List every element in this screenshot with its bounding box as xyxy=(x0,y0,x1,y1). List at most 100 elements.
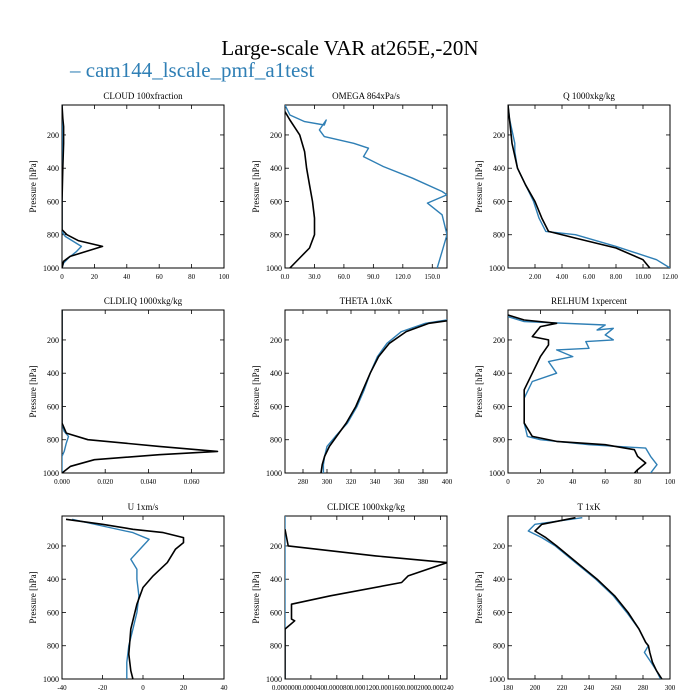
panel-1-ytick-label: 200 xyxy=(47,131,59,140)
panel-6-xtick-label: 0 xyxy=(506,478,510,486)
panel-7-ytick-label: 400 xyxy=(47,575,59,584)
panel-8-ytick-label: 1000 xyxy=(266,675,282,684)
panel-2-ylabel: Pressure [hPa] xyxy=(251,160,261,212)
panel-1-ytick-label: 1000 xyxy=(43,264,59,273)
panel-1-ytick-label: 400 xyxy=(47,164,59,173)
panel-7-ytick-label: 800 xyxy=(47,642,59,651)
panel-7-xtick-label: -20 xyxy=(98,684,108,692)
panel-2-ytick-label: 600 xyxy=(270,197,282,206)
panel-7-series-reference xyxy=(65,518,185,679)
panel-8-ylabel: Pressure [hPa] xyxy=(251,571,261,623)
panel-7-ylabel: Pressure [hPa] xyxy=(28,571,38,623)
panel-9-ytick-label: 600 xyxy=(493,608,505,617)
panel-5-xtick-label: 360 xyxy=(394,478,405,486)
panel-8-ytick-label: 600 xyxy=(270,608,282,617)
panel-5-ytick-label: 1000 xyxy=(266,469,282,478)
panel-1-xtick-label: 0 xyxy=(60,273,64,281)
panel-9-ytick-label: 800 xyxy=(493,642,505,651)
panel-9-ytick-label: 400 xyxy=(493,575,505,584)
panel-7-ytick-label: 1000 xyxy=(43,675,59,684)
panel-3-ytick-label: 400 xyxy=(493,164,505,173)
panel-3-ytick-label: 200 xyxy=(493,131,505,140)
panel-2-series-case xyxy=(285,105,447,268)
panel-2-xtick-label: 30.0 xyxy=(308,273,321,281)
panel-9-xtick-label: 220 xyxy=(557,684,568,692)
panel-1-title: CLOUD 100xfraction xyxy=(103,91,183,101)
panel-7-xtick-label: 40 xyxy=(221,684,229,692)
panel-6-ytick-label: 800 xyxy=(493,436,505,445)
panel-1-ytick-label: 600 xyxy=(47,197,59,206)
panel-2-ytick-label: 1000 xyxy=(266,264,282,273)
panel-3-series-case xyxy=(508,105,670,268)
panel-4-xtick-label: 0.040 xyxy=(141,478,157,486)
panel-5-title: THETA 1.0xK xyxy=(340,296,393,306)
panel-4-title: CLDLIQ 1000xkg/kg xyxy=(104,296,183,306)
panel-7-series-case xyxy=(71,518,150,679)
panel-2-xtick-label: 0.0 xyxy=(281,273,290,281)
panel-5-xtick-label: 400 xyxy=(442,478,453,486)
panel-8-frame xyxy=(284,515,448,680)
legend-entry-case: – cam144_lscale_pmf_a1test xyxy=(70,58,315,82)
panel-3-title: Q 1000xkg/kg xyxy=(563,91,615,101)
panel-2-xtick-label: 120.0 xyxy=(395,273,411,281)
panel-6-series-reference xyxy=(508,314,647,473)
panel-2-title: OMEGA 864xPa/s xyxy=(332,91,400,101)
panel-3-ytick-label: 1000 xyxy=(489,264,505,273)
panel-7-xtick-label: 0 xyxy=(141,684,145,692)
panel-6-ytick-label: 600 xyxy=(493,402,505,411)
panel-6-ytick-label: 200 xyxy=(493,336,505,345)
panel-3-xtick-label: 10.00 xyxy=(635,273,651,281)
panel-4-series-reference xyxy=(62,310,219,473)
panel-8-xtick-label: 0.000000 xyxy=(272,684,299,692)
panel-9-series-reference xyxy=(534,516,663,679)
panel-3-ytick-label: 800 xyxy=(493,231,505,240)
panel-3-series-reference xyxy=(508,105,651,268)
panel-1-xtick-label: 60 xyxy=(156,273,164,281)
panel-9-xtick-label: 240 xyxy=(584,684,595,692)
panel-6-xtick-label: 20 xyxy=(537,478,545,486)
panel-2-ytick-label: 200 xyxy=(270,131,282,140)
panel-6-frame xyxy=(507,309,671,474)
panel-9-xtick-label: 300 xyxy=(665,684,676,692)
panel-3-ylabel: Pressure [hPa] xyxy=(474,160,484,212)
panel-2-ytick-label: 400 xyxy=(270,164,282,173)
panel-4-ytick-label: 600 xyxy=(47,402,59,411)
panel-6-xtick-label: 100 xyxy=(665,478,676,486)
panel-8-xtick-label: 0.000160 xyxy=(376,684,403,692)
panel-3-frame xyxy=(507,104,671,269)
panel-1-series-case xyxy=(62,105,83,268)
panel-8-xtick-label: 0.000240 xyxy=(427,684,454,692)
panel-9-xtick-label: 200 xyxy=(530,684,541,692)
panel-2-xtick-label: 150.0 xyxy=(424,273,440,281)
panel-9-xtick-label: 260 xyxy=(611,684,622,692)
panel-6-xtick-label: 60 xyxy=(602,478,610,486)
panel-1-xtick-label: 20 xyxy=(91,273,99,281)
panel-9-ytick-label: 200 xyxy=(493,542,505,551)
panel-6-xtick-label: 80 xyxy=(634,478,642,486)
panel-5-frame xyxy=(284,309,448,474)
figure-title: Large-scale VAR at265E,-20N xyxy=(221,36,479,60)
panel-7-ytick-label: 200 xyxy=(47,542,59,551)
panel-2-series-reference xyxy=(285,111,316,268)
panel-1-xtick-label: 40 xyxy=(123,273,131,281)
panel-6-ytick-label: 1000 xyxy=(489,469,505,478)
panel-3-ytick-label: 600 xyxy=(493,197,505,206)
panel-5-ytick-label: 400 xyxy=(270,369,282,378)
panel-8-xtick-label: 0.000200 xyxy=(401,684,428,692)
panel-7-frame xyxy=(61,515,225,680)
panel-4-ytick-label: 1000 xyxy=(43,469,59,478)
panel-5-ylabel: Pressure [hPa] xyxy=(251,365,261,417)
panel-1-xtick-label: 80 xyxy=(188,273,196,281)
panel-3-xtick-label: 12.00 xyxy=(662,273,678,281)
panel-2-xtick-label: 60.0 xyxy=(338,273,351,281)
panel-8-ytick-label: 800 xyxy=(270,642,282,651)
panel-8-xtick-label: 0.000120 xyxy=(350,684,377,692)
panel-4-xtick-label: 0.020 xyxy=(97,478,113,486)
panel-4-series-case xyxy=(62,310,70,473)
panel-9-title: T 1xK xyxy=(577,502,601,512)
panel-1-frame xyxy=(61,104,225,269)
panel-3-xtick-label: 6.00 xyxy=(583,273,596,281)
panel-9-ytick-label: 1000 xyxy=(489,675,505,684)
panel-5-ytick-label: 600 xyxy=(270,402,282,411)
